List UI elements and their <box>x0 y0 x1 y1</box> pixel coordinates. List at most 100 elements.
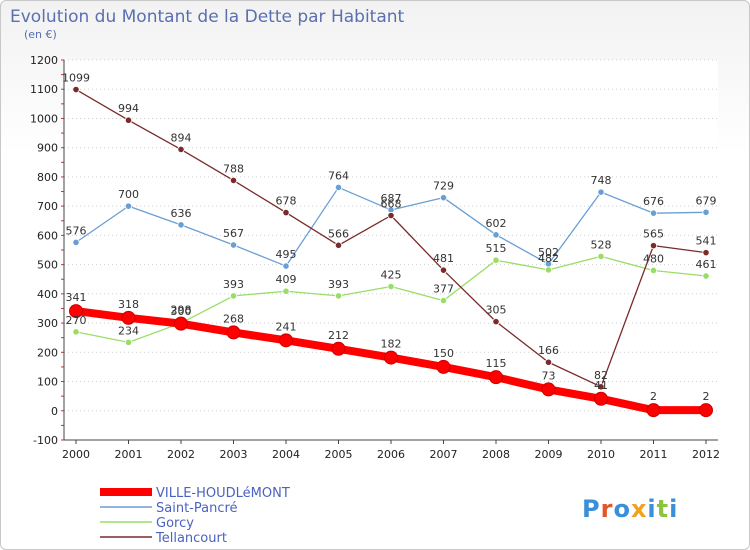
data-point <box>436 359 451 374</box>
x-tick-label: 2006 <box>377 448 405 461</box>
data-point <box>597 383 605 391</box>
data-point <box>492 231 500 239</box>
data-label: 234 <box>118 324 139 337</box>
x-tick-label: 2007 <box>430 448 458 461</box>
data-point <box>331 341 346 356</box>
data-label: 82 <box>594 369 608 382</box>
y-tick-label: 400 <box>37 288 58 301</box>
data-label: 2 <box>703 390 710 403</box>
data-point <box>439 194 448 202</box>
proxiti-logo: Proxiti <box>582 495 677 523</box>
data-label: 241 <box>276 320 297 333</box>
data-label: 576 <box>66 224 87 237</box>
data-label: 482 <box>538 252 559 265</box>
legend: VILLE-HOUDLéMONTSaint-PancréGorcyTellanc… <box>100 486 290 546</box>
data-label: 298 <box>171 304 192 317</box>
data-point <box>121 310 136 325</box>
y-tick-label: 500 <box>37 259 58 272</box>
data-label: 676 <box>643 195 664 208</box>
data-point <box>387 211 395 220</box>
data-point <box>282 262 290 270</box>
data-point <box>541 382 556 397</box>
data-point <box>334 241 343 249</box>
data-label: 515 <box>486 242 507 255</box>
y-tick-label: 600 <box>37 229 58 242</box>
data-point <box>229 176 238 185</box>
data-label: 393 <box>328 278 349 291</box>
y-tick-label: 100 <box>37 376 58 389</box>
data-point <box>282 287 290 295</box>
series-saint-pancr- <box>72 183 710 270</box>
data-point <box>702 272 710 280</box>
x-tick-label: 2003 <box>220 448 248 461</box>
plot-area <box>64 60 718 440</box>
data-point <box>279 333 293 348</box>
x-tick-label: 2011 <box>640 448 668 461</box>
data-label: 481 <box>433 252 454 265</box>
data-point <box>177 145 185 154</box>
data-label: 788 <box>223 162 244 175</box>
x-tick-label: 2002 <box>167 448 195 461</box>
data-point <box>72 328 80 336</box>
series-lines <box>69 85 713 418</box>
data-point <box>597 252 605 261</box>
data-label: 2 <box>650 390 657 403</box>
y-tick-label: 1100 <box>30 83 58 96</box>
data-label: 994 <box>118 102 139 115</box>
data-point <box>226 325 241 340</box>
data-label: 566 <box>328 227 349 240</box>
data-label: 409 <box>276 273 297 286</box>
data-point <box>489 370 503 385</box>
legend-label: Gorcy <box>156 516 194 531</box>
y-tick-label: 800 <box>37 171 58 184</box>
data-point <box>69 304 83 319</box>
axes: -100 0 100 200 300 400 500 600 700 800 900 1000 1100… <box>30 54 720 461</box>
data-point <box>699 403 713 418</box>
data-point <box>492 318 500 326</box>
data-label: 41 <box>594 379 608 392</box>
x-tick-label: 2010 <box>587 448 615 461</box>
data-point <box>439 296 448 305</box>
data-label: 300 <box>171 305 192 318</box>
chart-title: Evolution du Montant de la Dette par Hab… <box>10 7 405 27</box>
data-point <box>649 242 658 250</box>
data-label: 636 <box>171 207 192 220</box>
data-label: 377 <box>433 283 454 296</box>
series-tellancourt <box>72 85 710 391</box>
data-label: 567 <box>223 227 244 240</box>
data-point <box>387 282 395 291</box>
grid <box>64 59 718 441</box>
y-tick-label: 0 <box>51 405 58 418</box>
y-tick-label: 1200 <box>30 54 58 67</box>
data-label: 495 <box>276 248 297 261</box>
chart-subtitle: (en €) <box>24 28 57 41</box>
data-point <box>702 208 710 216</box>
data-point <box>124 202 133 210</box>
data-label: 894 <box>171 131 192 144</box>
x-tick-label: 2004 <box>272 448 300 461</box>
x-tick-label: 2008 <box>482 448 510 461</box>
y-tick-label: 700 <box>37 200 58 213</box>
y-tick-label: 1000 <box>30 112 58 125</box>
data-label: 182 <box>381 338 402 351</box>
data-point <box>646 403 661 418</box>
x-tick-label: 2009 <box>535 448 563 461</box>
data-label: 480 <box>643 252 664 265</box>
x-tick-label: 2005 <box>325 448 353 461</box>
x-tick-label: 2012 <box>692 448 720 461</box>
data-label: 268 <box>223 312 244 325</box>
data-label: 678 <box>276 195 297 208</box>
data-label: 318 <box>118 298 139 311</box>
data-point <box>702 249 710 257</box>
data-label: 764 <box>328 169 349 182</box>
data-point <box>72 238 80 246</box>
data-point <box>124 116 133 124</box>
data-point <box>649 209 658 217</box>
data-point <box>544 266 553 274</box>
data-point <box>177 221 185 229</box>
data-label: 687 <box>381 192 402 205</box>
legend-label: VILLE-HOUDLéMONT <box>156 486 290 501</box>
y-tick-label: 300 <box>37 317 58 330</box>
y-tick-label: 900 <box>37 142 58 155</box>
data-label: 729 <box>433 180 454 193</box>
